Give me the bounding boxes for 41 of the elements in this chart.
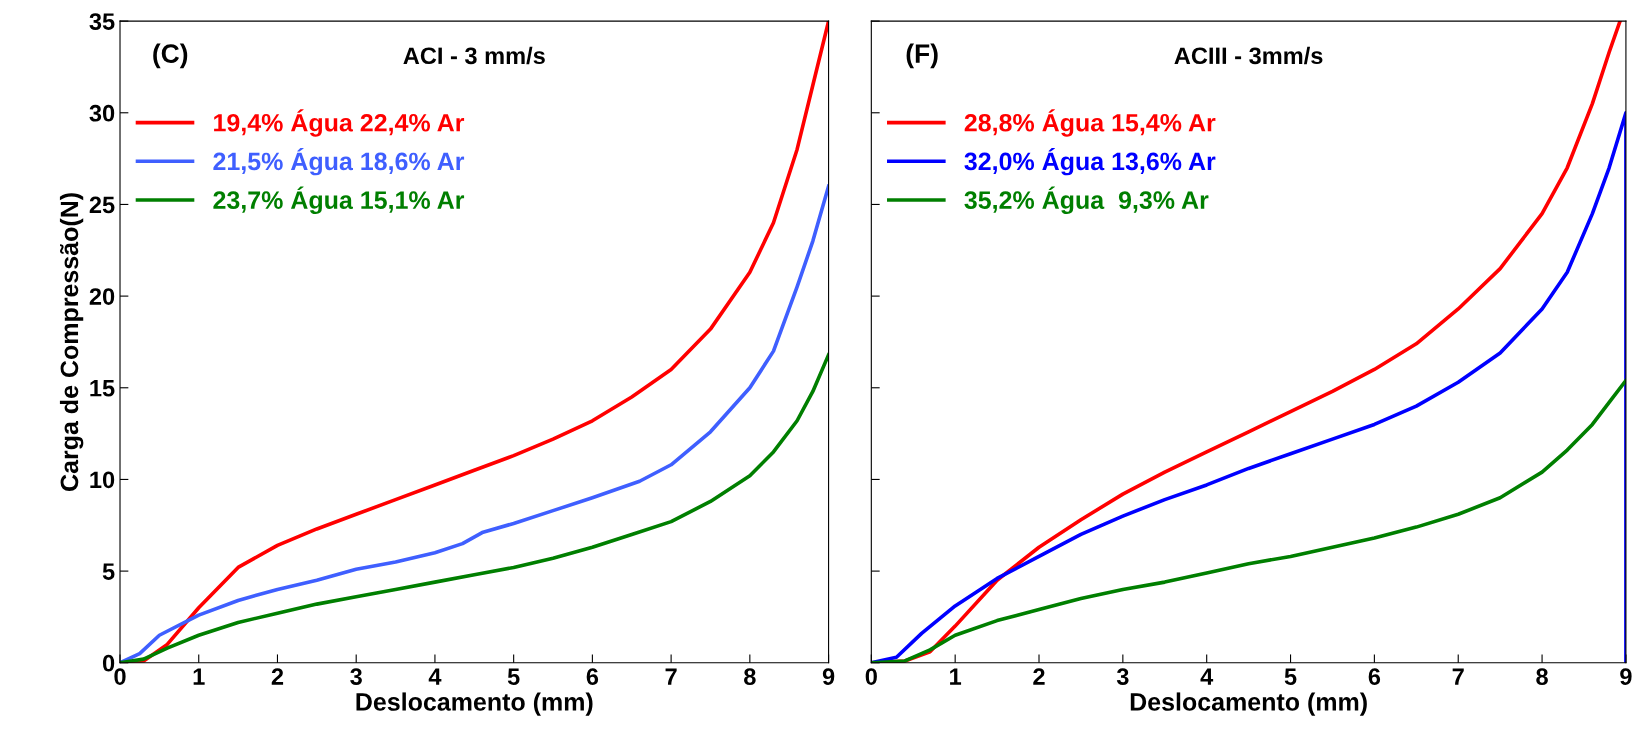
y-tick-label: 0 xyxy=(102,654,115,672)
x-tick-label: 6 xyxy=(586,668,599,685)
x-tick-label: 3 xyxy=(1116,668,1129,685)
x-tick-label: 6 xyxy=(1368,668,1381,685)
x-tick-label: 5 xyxy=(1284,668,1297,685)
x-tick-label: 1 xyxy=(193,668,205,685)
x-tick-label: 4 xyxy=(428,668,442,685)
x-tick-label: 8 xyxy=(1536,668,1548,685)
y-tick-label: 15 xyxy=(90,380,115,397)
y-tick-label: 5 xyxy=(102,563,115,580)
y-tick-label: 25 xyxy=(89,196,115,214)
y-tick-label: 10 xyxy=(90,471,115,489)
x-tick-label: 0 xyxy=(114,668,126,685)
x-tick-label: 7 xyxy=(1452,668,1464,685)
x-tick-label: 0 xyxy=(865,668,877,685)
legend-label: 32,0% Água 13,6% Ar xyxy=(964,147,1216,176)
legend-label: 19,4% Água 22,4% Ar xyxy=(214,109,465,137)
x-tick-label: 7 xyxy=(665,668,677,685)
y-tick-label: 30 xyxy=(89,104,115,122)
x-tick-label: 1 xyxy=(950,668,962,685)
x-axis-title: Deslocamento (mm) xyxy=(1130,692,1367,716)
x-tick-label: 3 xyxy=(350,668,362,685)
x-tick-label: 5 xyxy=(507,668,520,685)
x-tick-label: 4 xyxy=(1200,668,1214,685)
text: ACIII - 3mm/s xyxy=(1174,46,1323,65)
x-axis-title: Deslocamento (mm) xyxy=(356,692,593,716)
y-tick-label: 35 xyxy=(89,13,115,30)
x-tick-label: 2 xyxy=(1033,668,1045,685)
x-tick-label: 2 xyxy=(271,668,284,685)
y-axis-title: Carga de Compressão(N) xyxy=(59,193,84,491)
x-tick-label: 8 xyxy=(744,668,756,685)
annotation: (C) xyxy=(153,43,188,69)
legend-label: 35,2% Água 9,3% Ar xyxy=(964,186,1209,215)
text: ACI - 3 mm/s xyxy=(403,46,545,65)
legend-label: 28,8% Água 15,4% Ar xyxy=(964,109,1216,137)
x-tick-label: 9 xyxy=(822,668,835,685)
legend-label: 23,7% Água 15,1% Ar xyxy=(213,186,465,215)
annotation: (F) xyxy=(906,43,938,69)
legend-label: 21,5% Água 18,6% Ar xyxy=(213,147,465,176)
y-tick-label: 20 xyxy=(89,288,115,305)
x-tick-label: 9 xyxy=(1620,668,1632,685)
